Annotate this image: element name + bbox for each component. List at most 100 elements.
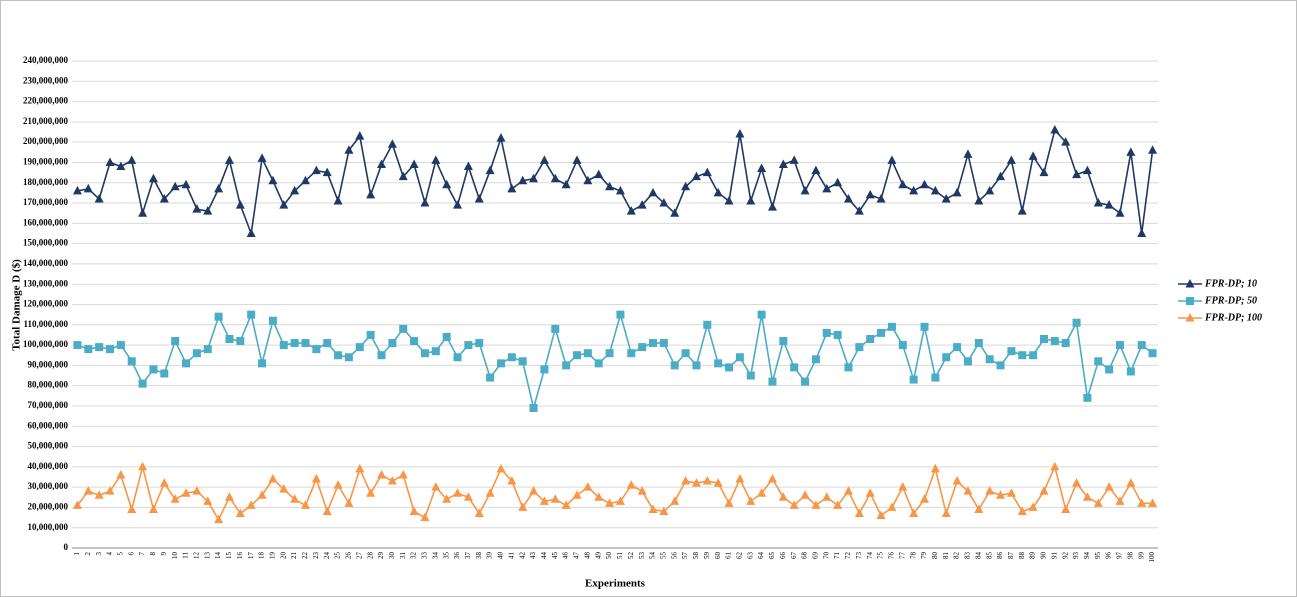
data-point [311, 474, 321, 483]
x-tick-label: 71 [833, 552, 841, 560]
x-tick-label: 20 [279, 552, 287, 560]
data-point [670, 496, 680, 505]
data-point [583, 482, 593, 491]
data-point [268, 316, 277, 325]
data-point [300, 500, 310, 509]
x-tick-label: 90 [1040, 552, 1048, 560]
data-point [800, 185, 810, 195]
data-point [583, 175, 593, 185]
x-tick-label: 91 [1050, 552, 1058, 560]
x-tick-label: 86 [996, 552, 1004, 560]
data-point [539, 155, 549, 164]
data-point [127, 357, 136, 366]
data-point [985, 355, 994, 364]
data-point [1126, 478, 1136, 487]
data-point [789, 155, 799, 164]
data-point [616, 310, 625, 319]
y-tick-label: 70,000,000 [28, 400, 69, 410]
data-point [486, 373, 495, 382]
data-point [148, 504, 158, 513]
x-tick-label: 44 [540, 552, 548, 560]
y-tick-label: 150,000,000 [23, 238, 69, 248]
x-tick-label: 11 [182, 552, 190, 559]
data-point [279, 484, 289, 493]
data-point [692, 361, 701, 370]
data-point [105, 157, 115, 166]
data-point [311, 165, 321, 175]
data-point [94, 490, 104, 499]
x-tick-label: 74 [866, 552, 874, 560]
data-point [605, 181, 615, 191]
data-point [1115, 496, 1125, 505]
data-point [800, 490, 810, 499]
data-point [1061, 504, 1071, 513]
y-tick-label: 170,000,000 [23, 197, 69, 207]
data-point [952, 187, 962, 197]
data-point [648, 187, 658, 197]
x-tick-label: 84 [974, 552, 982, 560]
data-point [224, 155, 234, 164]
data-point [681, 349, 690, 358]
x-tick-label: 45 [551, 552, 559, 560]
data-point [192, 204, 202, 213]
x-tick-label: 29 [377, 552, 385, 560]
data-point [865, 189, 875, 199]
x-tick-label: 9 [160, 552, 168, 556]
data-point [1006, 155, 1016, 164]
data-point [974, 339, 983, 348]
data-point [931, 373, 940, 382]
data-point [996, 490, 1006, 499]
x-tick-label: 70 [822, 552, 830, 560]
data-point [985, 486, 995, 495]
data-point [615, 496, 625, 505]
data-point [539, 496, 549, 505]
data-point [138, 379, 147, 388]
data-point [605, 498, 615, 507]
x-tick-label: 31 [399, 552, 407, 560]
data-point [214, 183, 224, 193]
data-point [442, 179, 452, 189]
data-point [518, 502, 528, 511]
data-point [235, 508, 245, 518]
data-point [1006, 488, 1016, 497]
data-point [236, 337, 245, 346]
data-point [551, 324, 560, 333]
data-point [225, 334, 234, 343]
data-point [224, 492, 234, 501]
data-point [1115, 341, 1124, 350]
data-point [648, 504, 658, 513]
x-tick-label: 93 [1072, 552, 1080, 560]
x-tick-label: 1 [73, 552, 81, 556]
x-tick-label: 59 [703, 552, 711, 560]
data-point [203, 206, 213, 215]
data-point [920, 322, 929, 331]
x-tick-label: 75 [877, 552, 885, 560]
data-point [594, 359, 603, 368]
data-point [941, 193, 951, 203]
data-point [876, 510, 886, 520]
x-tick-label: 14 [214, 552, 222, 560]
data-point [323, 339, 332, 348]
data-point [127, 155, 137, 164]
data-point [1050, 461, 1060, 471]
x-tick-label: 4 [106, 552, 114, 556]
data-point [95, 343, 104, 352]
x-tick-label: 22 [301, 552, 309, 560]
data-point [366, 488, 376, 497]
data-point [116, 161, 126, 171]
x-tick-label: 89 [1029, 552, 1037, 560]
data-point [1137, 498, 1147, 507]
data-point [420, 349, 429, 358]
x-tick-label: 24 [323, 552, 331, 560]
data-point [507, 476, 517, 485]
x-tick-label: 87 [1007, 552, 1015, 560]
series-line [76, 464, 1153, 522]
data-point [876, 193, 886, 203]
y-tick-label: 40,000,000 [28, 461, 69, 471]
data-point [1039, 167, 1049, 177]
data-point [833, 177, 843, 187]
data-point [409, 506, 419, 515]
data-point [757, 310, 766, 319]
data-point [854, 206, 864, 215]
x-tick-label: 2 [84, 552, 92, 556]
